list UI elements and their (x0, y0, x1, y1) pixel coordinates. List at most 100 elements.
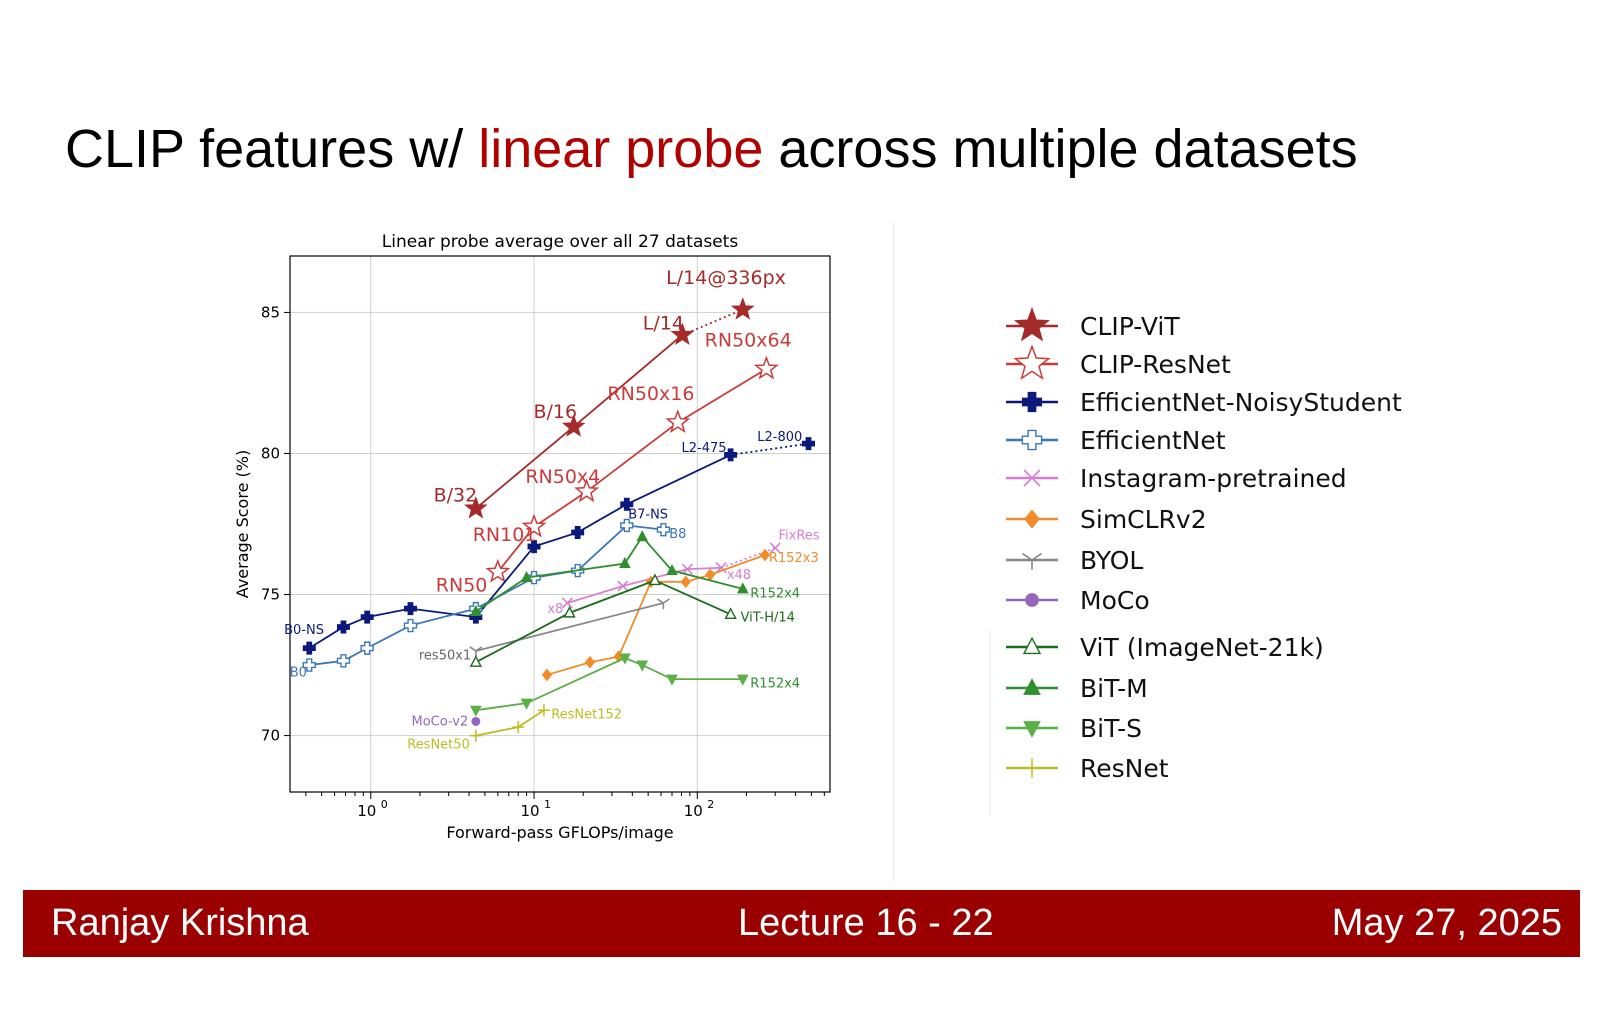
point-annotation: B8 (669, 527, 686, 542)
data-point (520, 571, 533, 583)
legend-label: EfficientNet-NoisyStudent (1080, 388, 1402, 417)
y-tick-label: 80 (261, 444, 280, 462)
data-point (724, 607, 737, 619)
point-annotation: R152x4 (750, 586, 800, 601)
series-dotted-line (730, 442, 809, 456)
point-annotation: ResNet152 (551, 708, 622, 723)
data-point (636, 660, 649, 672)
data-point (759, 548, 771, 562)
point-annotation: ResNet50 (407, 737, 470, 752)
point-annotation: B/32 (434, 484, 478, 506)
footer-author: Ranjay Krishna (51, 902, 309, 944)
series-line (475, 657, 743, 712)
series-bit-s (470, 653, 749, 717)
series-line (475, 535, 744, 613)
data-point (521, 513, 547, 538)
legend-marker (1024, 509, 1040, 529)
data-point (541, 668, 553, 682)
point-annotation: res50x1 (419, 648, 471, 663)
data-point (512, 721, 525, 734)
legend-label: CLIP-ResNet (1080, 350, 1231, 379)
point-annotation: ViT-H/14 (741, 610, 795, 625)
data-point (336, 654, 351, 668)
data-point (403, 618, 418, 633)
legend-entry (1006, 469, 1058, 487)
x-tick-exponent: 0 (381, 798, 388, 811)
legend-marker (1022, 758, 1042, 778)
title-suffix: across multiple datasets (763, 119, 1358, 179)
point-annotation: L/14@336px (666, 267, 786, 289)
legend-marker (1023, 721, 1041, 738)
legend-entry (1006, 552, 1058, 570)
legend-marker (1013, 306, 1051, 342)
data-point (666, 674, 678, 686)
point-annotation: B0-NS (284, 623, 324, 638)
data-point (656, 522, 671, 537)
y-axis-label: Average Score (%) (233, 450, 252, 598)
legend-label: SimCLRv2 (1080, 505, 1207, 534)
series-moco (471, 716, 481, 726)
series-efficientnet-noisystudent (302, 437, 816, 655)
chart-legend (989, 306, 1058, 815)
data-point (715, 562, 727, 574)
legend-label: BiT-M (1080, 674, 1148, 703)
data-point (705, 568, 716, 582)
data-point (584, 655, 596, 669)
legend-entry (1006, 509, 1058, 529)
series-line (475, 579, 731, 664)
slide-title: CLIP features w/ linear probe across mul… (65, 118, 1358, 180)
data-point (670, 322, 695, 346)
legend-entry (1006, 306, 1058, 342)
point-annotation: MoCo-v2 (412, 715, 469, 730)
x-tick-exponent: 2 (707, 798, 714, 811)
legend-entry (1006, 344, 1058, 380)
legend-entry (1006, 758, 1058, 778)
legend-label: BiT-S (1080, 714, 1142, 743)
legend-label: ResNet (1080, 754, 1169, 783)
legend-marker (1021, 552, 1043, 570)
footer-bar: Ranjay Krishna Lecture 16 - 22 May 27, 2… (23, 890, 1580, 957)
data-point (617, 580, 629, 592)
plot-frame (289, 255, 831, 793)
point-annotation: RN101 (473, 524, 537, 546)
data-point (336, 620, 350, 634)
data-point (470, 705, 482, 717)
data-point (680, 575, 691, 589)
point-annotation: B/16 (534, 401, 578, 423)
data-point (470, 604, 482, 616)
data-point (769, 542, 781, 554)
data-point (681, 563, 693, 575)
title-prefix: CLIP features w/ (65, 119, 479, 179)
data-point (620, 497, 634, 511)
point-annotation: RN50x64 (705, 329, 792, 351)
linear-probe-chart: 10 0 10 1 10 2 70 75 80 85 Linear probe average ov… (233, 232, 1402, 842)
data-point (302, 641, 316, 655)
data-point (666, 563, 678, 576)
series-dotted-line (682, 308, 744, 336)
point-annotation: B0 (290, 665, 307, 680)
x-tick-label: 10 (357, 802, 376, 820)
data-point (619, 653, 631, 665)
x-tick-label: 10 (520, 802, 539, 820)
point-annotation: B7-NS (628, 507, 668, 522)
series-clip-vit (464, 297, 755, 519)
point-annotation: R152x3 (769, 551, 819, 566)
point-annotation: R152x4 (750, 677, 800, 692)
series-vit-imagenet-21k (469, 573, 737, 667)
series-line (475, 602, 664, 652)
legend-label: MoCo (1080, 586, 1150, 615)
data-point (571, 525, 585, 539)
point-annotation: RN50x16 (607, 383, 694, 405)
data-point (561, 414, 586, 437)
data-point (802, 437, 816, 451)
data-point (753, 355, 779, 380)
legend-label: CLIP-ViT (1080, 312, 1180, 341)
point-annotation: x8 (547, 602, 563, 617)
series-resnet (469, 704, 550, 742)
legend-marker (1025, 593, 1039, 607)
data-point (537, 704, 550, 717)
data-point (464, 496, 488, 519)
y-tick-label: 75 (261, 586, 280, 604)
data-point (563, 605, 576, 618)
data-point (736, 582, 749, 594)
